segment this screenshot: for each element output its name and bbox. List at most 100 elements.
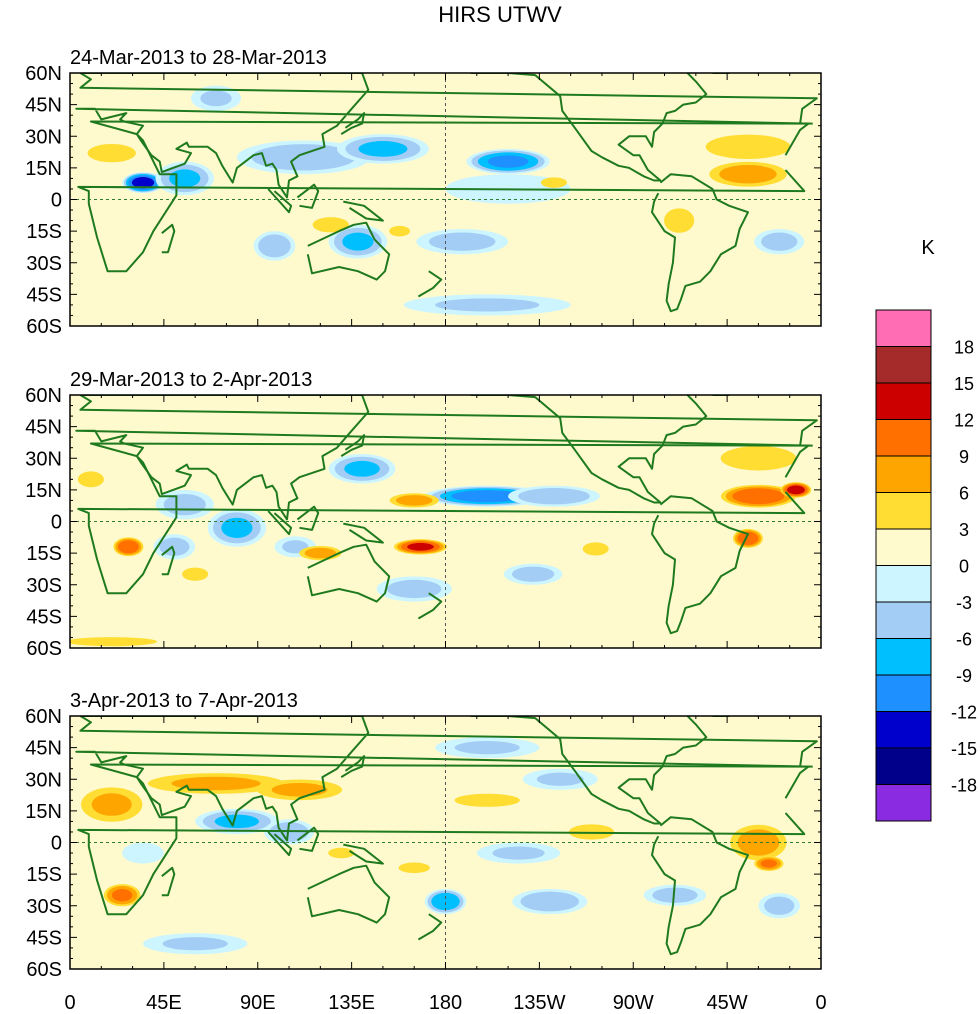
lat-tick-label: 45N (25, 95, 62, 117)
north-america-outline (470, 73, 708, 182)
japan-outline (340, 434, 366, 457)
anomaly-contour (664, 208, 695, 233)
lat-tick-label: 0 (51, 190, 62, 212)
map-panel-1: 24-Mar-2013 to 28-Mar-2013 60N 45N 30N 15N 0 1… (25, 47, 822, 338)
anomaly-contour (764, 896, 795, 915)
colorbar-swatch (875, 346, 932, 384)
anomaly-contour (451, 490, 523, 503)
map-panel-2: 29-Mar-2013 to 2-Apr-2013 60N 45N 30N 15N 0 15… (25, 369, 822, 660)
colorbar-tick-label: -9 (956, 666, 972, 686)
colorbar-tick-label: 3 (959, 520, 969, 540)
japan-outline (340, 112, 366, 135)
anomaly-contour (171, 776, 261, 791)
lat-tick-label: 45N (25, 738, 62, 760)
anomaly-contour (387, 579, 442, 599)
greenland-outline (712, 73, 759, 74)
anomaly-contour (182, 567, 209, 581)
lat-tick-label: 60N (25, 63, 62, 85)
anomaly-contour (454, 793, 520, 807)
anomaly-contour (344, 460, 380, 477)
colorbar-swatch (875, 747, 932, 785)
lat-tick-label: 60S (26, 959, 62, 981)
australia-outline (306, 543, 391, 603)
anomaly-contour (760, 859, 777, 868)
anomaly-contour (536, 772, 584, 786)
lon-tick-label: 45W (707, 992, 748, 1014)
lat-tick-label: 45S (26, 606, 62, 628)
anomaly-contour (358, 141, 408, 157)
lat-tick-label: 0 (51, 512, 62, 534)
colorbar-tick-label: 18 (954, 338, 974, 358)
lat-tick-label: 15N (25, 480, 62, 502)
lon-tick-label: 180 (429, 992, 462, 1014)
anomaly-contour (312, 217, 349, 233)
panel-date-label: 29-Mar-2013 to 2-Apr-2013 (70, 369, 312, 391)
colorbar-units-label: K (921, 237, 935, 259)
anomaly-contour (407, 542, 434, 551)
anomaly-contour (342, 232, 374, 251)
anomaly-contour (395, 495, 433, 506)
anomaly-contour (328, 847, 355, 859)
australia-outline (306, 221, 391, 281)
anomaly-contour (492, 846, 545, 860)
lat-tick-label: 30N (25, 769, 62, 791)
anomaly-contour (719, 164, 777, 184)
madagascar-outline (161, 545, 176, 576)
lat-tick-label: 60S (26, 316, 62, 338)
new-zealand-outline (417, 913, 443, 941)
colorbar-swatch (875, 455, 932, 493)
colorbar-swatch (875, 309, 932, 347)
anomaly-contour (389, 225, 411, 237)
anomaly-contour (511, 566, 555, 582)
australia-outline (306, 864, 391, 924)
lat-tick-label: 15S (26, 864, 62, 886)
anomaly-contour (169, 169, 201, 188)
colorbar-tick-label: -12 (951, 703, 977, 723)
anomaly-contour (122, 842, 164, 864)
colorbar-tick-label: 9 (959, 447, 969, 467)
colorbar: 18 15 12 9 6 3 0 -3 -6 -9 -12 -15 -18 (875, 309, 977, 822)
anomaly-contour (91, 793, 132, 816)
anomaly-contour (214, 814, 260, 829)
colorbar-tick-label: -3 (956, 593, 972, 613)
eurasia-outline (75, 716, 818, 842)
japan-outline (340, 755, 366, 778)
colorbar-tick-label: -15 (951, 739, 977, 759)
anomaly-contour (77, 471, 104, 488)
africa-outline (77, 120, 810, 273)
new-zealand-outline (417, 270, 443, 298)
lat-tick-label: 30N (25, 448, 62, 470)
anomaly-contour (720, 446, 797, 471)
lat-tick-label: 15S (26, 543, 62, 565)
eurasia-outline (75, 395, 818, 521)
colorbar-swatch (875, 419, 932, 457)
sumatra-outline (267, 510, 293, 536)
lat-tick-label: 30S (26, 253, 62, 275)
anomaly-contour (454, 741, 520, 755)
anomaly-contour (304, 547, 336, 559)
anomaly-contour (540, 177, 568, 188)
anomaly-contour (435, 298, 540, 312)
anomaly-contour (131, 177, 155, 189)
anomaly-contour (518, 487, 590, 505)
madagascar-outline (161, 866, 176, 897)
lon-tick-label: 0 (64, 992, 75, 1014)
anomaly-contour (431, 892, 460, 911)
borneo-outline (296, 183, 320, 209)
lon-tick-label: 0 (815, 992, 826, 1014)
borneo-outline (296, 505, 320, 531)
madagascar-outline (161, 223, 176, 254)
greenland-outline (712, 395, 759, 396)
colorbar-swatch (875, 528, 932, 566)
anomaly-contour (520, 891, 580, 912)
north-america-outline (470, 395, 708, 504)
colorbar-swatch (875, 711, 932, 749)
africa-outline (77, 763, 810, 916)
panel-date-label: 3-Apr-2013 to 7-Apr-2013 (70, 690, 298, 712)
lon-tick-label: 135E (328, 992, 375, 1014)
anomaly-contour (221, 517, 253, 538)
colorbar-tick-label: 6 (959, 484, 969, 504)
lon-tick-label: 90E (240, 992, 276, 1014)
anomaly-contour (652, 887, 698, 903)
